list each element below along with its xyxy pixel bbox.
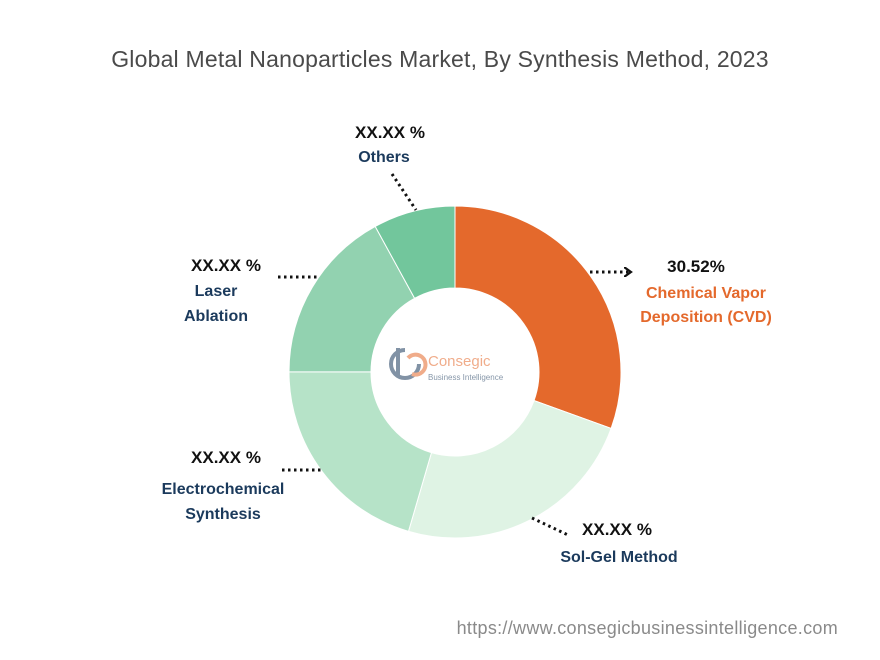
slice-labels: 30.52% Chemical Vapor Deposition (CVD) XX.X… xyxy=(162,123,772,566)
watermark-brand: Consegic xyxy=(428,353,491,370)
donut-slices xyxy=(288,205,622,539)
watermark-tagline: Business Intelligence xyxy=(428,373,504,382)
brand-watermark: Consegic Business Intelligence xyxy=(389,348,504,382)
leader-lines xyxy=(278,173,630,537)
donut-slice xyxy=(407,399,612,539)
slice-value-label: XX.XX % xyxy=(582,520,652,539)
slice-category-label: Electrochemical xyxy=(162,481,285,498)
brand-logo-icon xyxy=(389,348,428,380)
source-url[interactable]: https://www.consegicbusinessintelligence… xyxy=(456,618,838,638)
slice-value-label: 30.52% xyxy=(667,257,725,276)
slice-value-label: XX.XX % xyxy=(355,123,425,142)
slice-value-label: XX.XX % xyxy=(191,448,261,467)
leader-line xyxy=(390,173,418,211)
slice-category-label: Synthesis xyxy=(185,506,261,523)
slice-category-label: Laser xyxy=(195,283,238,300)
donut-slice xyxy=(288,225,416,373)
donut-slice xyxy=(374,205,456,300)
leader-line xyxy=(531,516,569,537)
slice-category-label: Deposition (CVD) xyxy=(640,309,772,326)
chart-title: Global Metal Nanoparticles Market, By Sy… xyxy=(111,46,769,72)
slice-category-label: Sol-Gel Method xyxy=(560,549,677,566)
donut-slice xyxy=(454,205,622,430)
slice-category-label: Others xyxy=(358,149,410,166)
slice-category-label: Ablation xyxy=(184,308,248,325)
slice-category-label: Chemical Vapor xyxy=(646,285,766,302)
donut-slice xyxy=(288,371,433,532)
slice-value-label: XX.XX % xyxy=(191,256,261,275)
